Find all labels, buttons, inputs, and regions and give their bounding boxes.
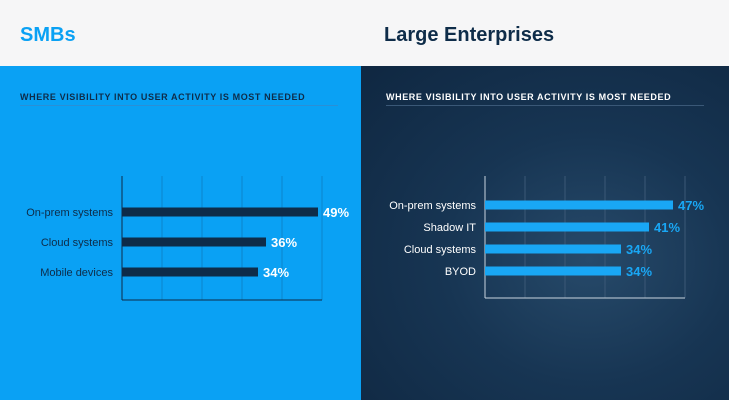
enterprise-subtitle-divider (386, 105, 704, 106)
smb-subtitle-divider (20, 105, 338, 106)
enterprise-value-label: 47% (678, 198, 704, 213)
enterprise-category-label: BYOD (445, 266, 476, 278)
smb-title: SMBs (20, 24, 76, 46)
enterprise-value-label: 34% (626, 242, 652, 257)
enterprise-panel (361, 66, 729, 400)
enterprise-chart-subtitle: WHERE VISIBILITY INTO USER ACTIVITY IS M… (386, 92, 672, 102)
enterprise-bar (485, 222, 649, 232)
enterprise-value-label: 34% (626, 264, 652, 279)
enterprise-bar (485, 200, 673, 210)
smb-value-label: 36% (271, 235, 297, 250)
enterprise-category-label: On-prem systems (389, 200, 476, 212)
smb-panel (0, 66, 361, 400)
smb-bar (122, 207, 318, 217)
smb-chart-subtitle: WHERE VISIBILITY INTO USER ACTIVITY IS M… (20, 92, 306, 102)
smb-bar-chart: On-prem systems 49% Cloud systems 36% Mobile… (26, 176, 349, 301)
smb-bar (122, 267, 258, 277)
enterprise-title: Large Enterprises (384, 24, 555, 46)
smb-category-label: Mobile devices (40, 267, 113, 279)
enterprise-category-label: Shadow IT (423, 222, 476, 234)
enterprise-bar (485, 266, 621, 276)
smb-value-label: 49% (323, 205, 349, 220)
smb-category-label: Cloud systems (41, 237, 114, 249)
smb-value-label: 34% (263, 265, 289, 280)
enterprise-bar (485, 244, 621, 254)
header-bar: SMBs Large Enterprises (0, 0, 729, 66)
enterprise-value-label: 41% (654, 220, 680, 235)
smb-bar (122, 237, 266, 247)
smb-category-label: On-prem systems (26, 207, 113, 219)
enterprise-category-label: Cloud systems (404, 244, 477, 256)
